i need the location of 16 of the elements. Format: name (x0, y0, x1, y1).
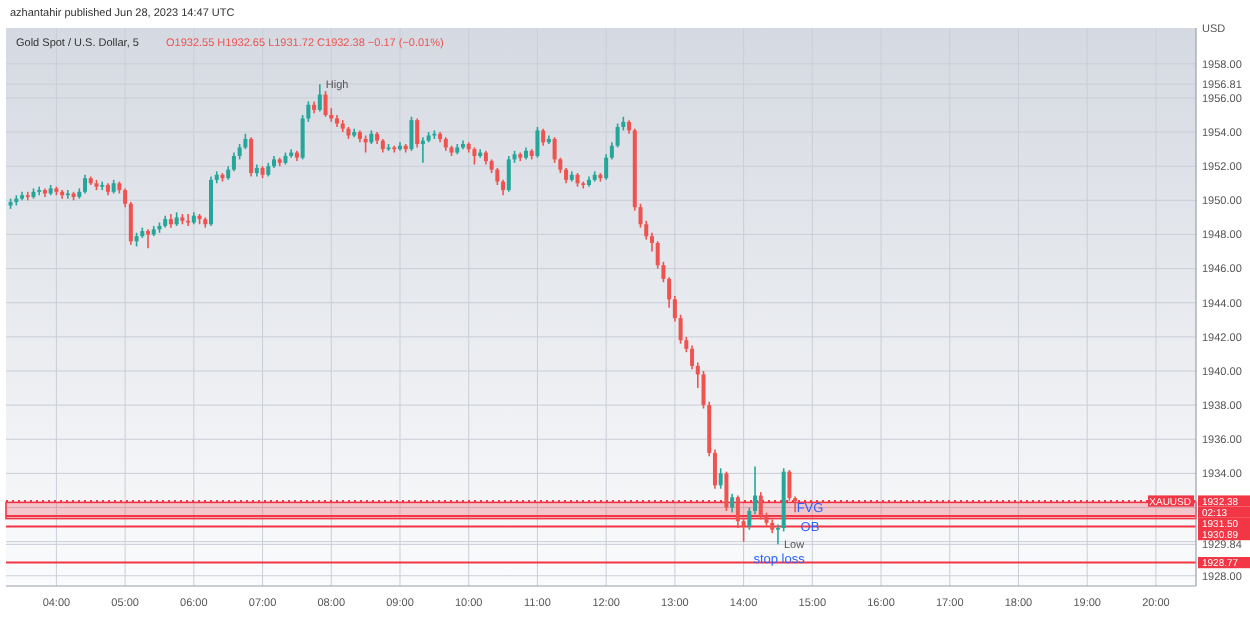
candlestick (506, 155, 511, 193)
candlestick (186, 213, 191, 227)
candlestick (317, 83, 322, 113)
candlestick (392, 144, 397, 154)
candlestick (730, 493, 735, 514)
candlestick (724, 470, 729, 512)
candlestick (409, 115, 414, 152)
candlestick (249, 136, 254, 178)
candlestick (758, 491, 763, 521)
candlestick (209, 175, 214, 227)
candlestick (231, 151, 236, 173)
candlestick (323, 90, 328, 118)
candlestick (83, 173, 88, 195)
candlestick (415, 117, 420, 149)
candlestick (718, 467, 723, 490)
candlestick (535, 126, 540, 159)
